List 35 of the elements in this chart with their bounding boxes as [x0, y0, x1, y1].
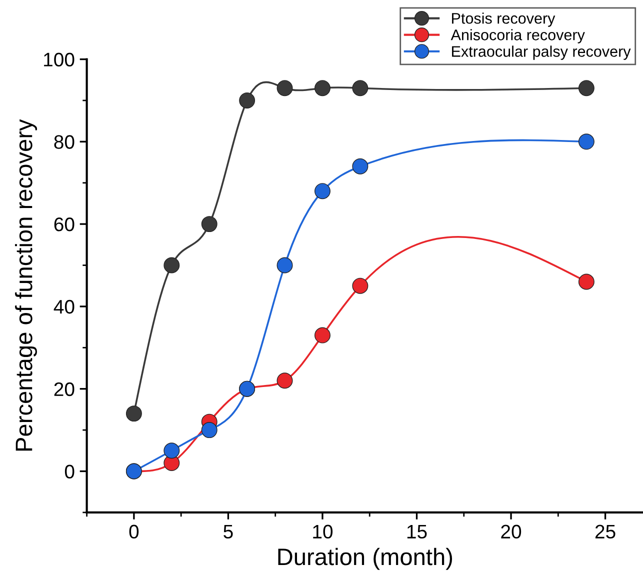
point — [352, 80, 368, 96]
point — [352, 278, 368, 294]
point — [276, 372, 293, 389]
x-axis-title: Duration (month) — [278, 548, 452, 570]
y-tick-label: 20 — [54, 382, 74, 396]
legend-label: Extraocular palsy recovery — [452, 46, 631, 60]
point — [578, 80, 594, 96]
x-tick-label: 20 — [501, 524, 522, 539]
x-tick-label: 5 — [224, 524, 233, 539]
y-tick-label: 0 — [64, 464, 74, 478]
point — [578, 134, 594, 150]
y-tick-label: 80 — [54, 135, 74, 149]
y-axis-title: Percentage of function recovery — [14, 119, 38, 451]
y-tick-label: 60 — [54, 218, 74, 232]
point — [276, 257, 293, 274]
point — [276, 80, 293, 96]
x-tick-label: 10 — [313, 524, 333, 539]
point — [201, 422, 218, 438]
point — [164, 442, 180, 459]
x-tick-label: 0 — [129, 524, 139, 539]
x-tick-label: 25 — [595, 524, 616, 539]
point — [314, 327, 330, 344]
point — [164, 257, 180, 274]
point — [314, 183, 330, 200]
point — [314, 80, 330, 96]
legend-label: Anisocoria recovery — [450, 29, 585, 44]
y-tick-label: 40 — [54, 300, 74, 314]
point — [126, 406, 142, 422]
legend-label: Ptosis recovery — [452, 12, 556, 27]
point — [578, 274, 594, 290]
point — [201, 216, 218, 232]
point — [352, 158, 368, 174]
y-tick-label: 100 — [44, 52, 74, 66]
point — [239, 92, 256, 108]
x-tick-label: 15 — [407, 524, 427, 539]
